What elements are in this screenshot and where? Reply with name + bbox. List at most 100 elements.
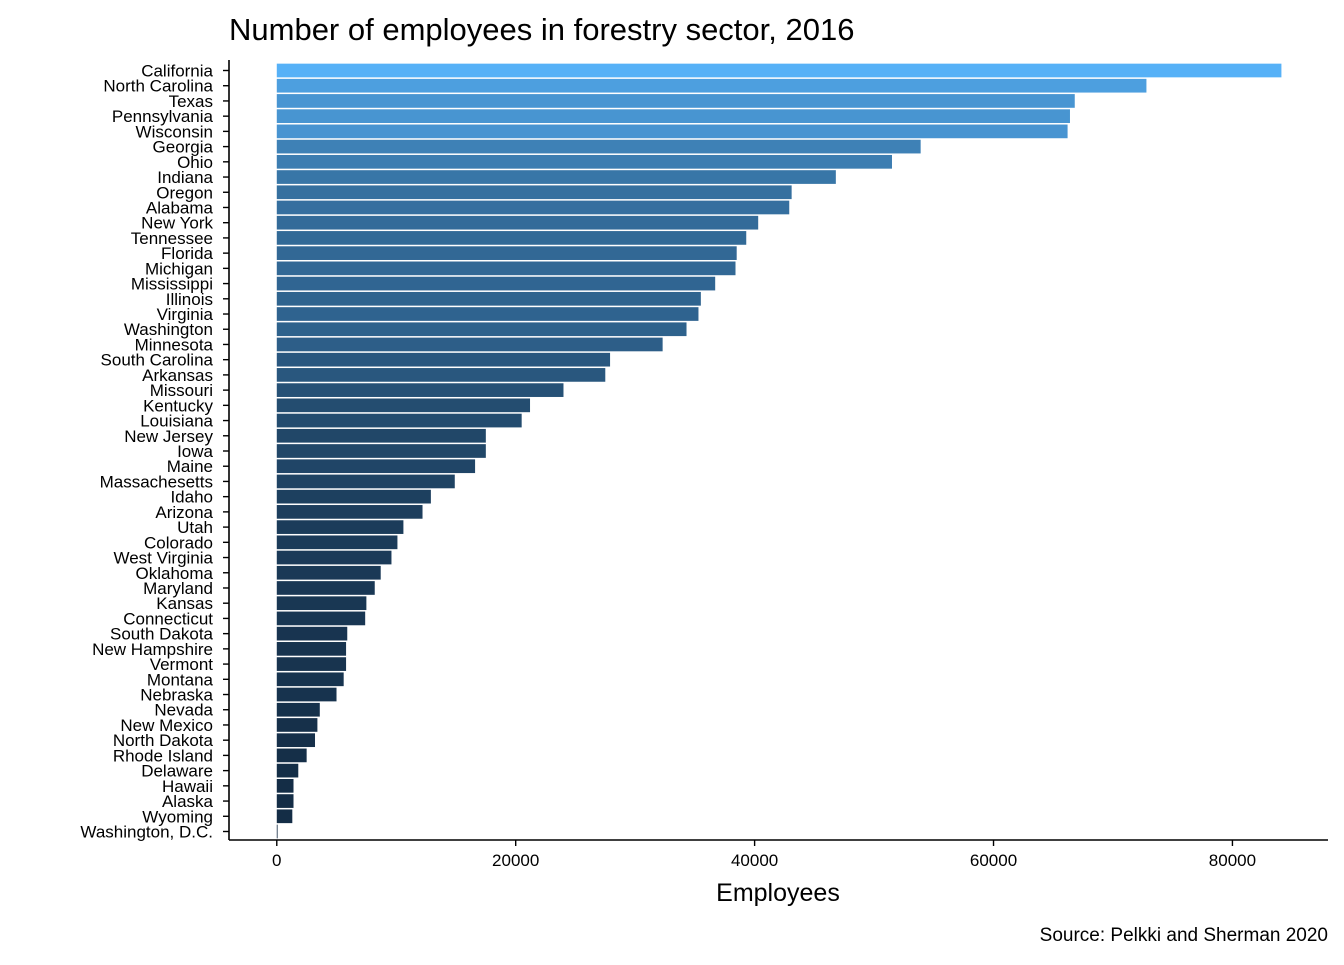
bar-texas (276, 94, 1075, 108)
y-tick-label-wyoming: Wyoming (142, 807, 213, 826)
y-tick-label-michigan: Michigan (145, 259, 213, 278)
bar-vermont (276, 657, 347, 671)
bar-arkansas (276, 368, 606, 382)
bar-south-carolina (276, 352, 611, 367)
bar-california (276, 63, 1282, 78)
bar-maine (276, 459, 476, 474)
y-tick-label-new-jersey: New Jersey (124, 427, 213, 446)
bar-florida (276, 246, 737, 260)
y-tick-label-south-dakota: South Dakota (110, 625, 214, 644)
x-tick-label: 20000 (492, 851, 539, 870)
x-tick-label: 0 (272, 851, 281, 870)
y-tick-label-delaware: Delaware (141, 762, 213, 781)
x-tick-label: 60000 (970, 851, 1017, 870)
y-tick-label-florida: Florida (161, 244, 214, 263)
bar-missouri (276, 383, 564, 397)
bar-rhode-island (276, 748, 307, 763)
bar-north-dakota (276, 733, 316, 748)
bar-new-jersey (276, 428, 486, 443)
bar-nevada (276, 702, 320, 717)
y-tick-label-west-virginia: West Virginia (113, 549, 213, 568)
bar-north-carolina (276, 78, 1147, 93)
y-tick-label-illinois: Illinois (166, 290, 213, 309)
bar-oklahoma (276, 565, 381, 580)
y-tick-label-minnesota: Minnesota (135, 335, 214, 354)
y-tick-label-utah: Utah (177, 518, 213, 537)
bar-kentucky (276, 398, 531, 413)
y-tick-label-north-carolina: North Carolina (103, 77, 213, 96)
bar-georgia (276, 139, 921, 154)
bar-oregon (276, 185, 792, 200)
y-tick-label-virginia: Virginia (157, 305, 214, 324)
y-tick-label-nevada: Nevada (154, 701, 213, 720)
bar-kansas (276, 596, 367, 611)
y-tick-label-kansas: Kansas (156, 594, 213, 613)
y-tick-label-hawaii: Hawaii (162, 777, 213, 796)
y-tick-label-alaska: Alaska (162, 792, 214, 811)
bar-tennessee (276, 231, 747, 245)
bar-washington-d-c (276, 824, 278, 839)
x-tick-label: 80000 (1209, 851, 1256, 870)
y-tick-label-oregon: Oregon (156, 183, 213, 202)
y-tick-label-indiana: Indiana (157, 168, 213, 187)
bar-hawaii (276, 778, 294, 793)
y-tick-label-colorado: Colorado (144, 533, 213, 552)
source-caption: Source: Pelkki and Sherman 2020 (1040, 925, 1328, 946)
y-tick-label-ohio: Ohio (177, 153, 213, 172)
bar-wyoming (276, 809, 293, 824)
y-tick-label-montana: Montana (147, 670, 214, 689)
y-tick-label-nebraska: Nebraska (140, 686, 213, 705)
y-tick-label-rhode-island: Rhode Island (113, 746, 213, 765)
bars-group (276, 63, 1282, 839)
y-tick-label-connecticut: Connecticut (123, 609, 213, 628)
y-tick-label-kentucky: Kentucky (143, 396, 213, 415)
bar-massachesetts (276, 474, 455, 489)
x-axis: 0 20000 40000 60000 80000 (229, 839, 1328, 870)
y-tick-label-south-carolina: South Carolina (101, 351, 214, 370)
bar-indiana (276, 170, 836, 184)
bar-new-york (276, 215, 759, 230)
y-tick-label-tennessee: Tennessee (131, 229, 213, 248)
x-axis-label: Employees (716, 879, 840, 907)
y-tick-label-maryland: Maryland (143, 579, 213, 598)
y-tick-label-california: California (141, 62, 213, 81)
y-tick-label-texas: Texas (169, 92, 213, 111)
bar-pennsylvania (276, 109, 1070, 124)
bar-virginia (276, 307, 699, 321)
bar-utah (276, 520, 404, 534)
y-tick-label-vermont: Vermont (150, 655, 214, 674)
chart-title: Number of employees in forestry sector, … (229, 12, 854, 47)
bar-new-mexico (276, 718, 318, 732)
bar-nebraska (276, 687, 337, 702)
bar-mississippi (276, 276, 716, 291)
y-tick-label-north-dakota: North Dakota (113, 731, 214, 750)
y-tick-label-wisconsin: Wisconsin (136, 122, 213, 141)
bar-south-dakota (276, 626, 348, 641)
bar-alabama (276, 200, 790, 215)
y-tick-label-washington: Washington (124, 320, 213, 339)
y-tick-label-washington-d-c: Washington, D.C. (80, 823, 213, 842)
bar-idaho (276, 489, 431, 504)
y-tick-label-arkansas: Arkansas (142, 366, 213, 385)
y-tick-label-new-mexico: New Mexico (120, 716, 213, 735)
bar-wisconsin (276, 124, 1068, 139)
y-tick-label-missouri: Missouri (150, 381, 213, 400)
bar-alaska (276, 794, 294, 808)
y-tick-label-new-hampshire: New Hampshire (92, 640, 213, 659)
bar-louisiana (276, 413, 522, 428)
y-tick-label-mississippi: Mississippi (131, 275, 213, 294)
bar-michigan (276, 261, 736, 276)
bar-maryland (276, 581, 375, 595)
bar-illinois (276, 291, 701, 306)
bar-washington (276, 322, 687, 337)
y-tick-label-alabama: Alabama (146, 198, 214, 217)
bar-ohio (276, 154, 892, 169)
y-tick-label-georgia: Georgia (153, 138, 214, 157)
y-tick-label-maine: Maine (167, 457, 213, 476)
bar-new-hampshire (276, 642, 347, 656)
x-tick-label: 40000 (731, 851, 778, 870)
bar-arizona (276, 505, 423, 519)
